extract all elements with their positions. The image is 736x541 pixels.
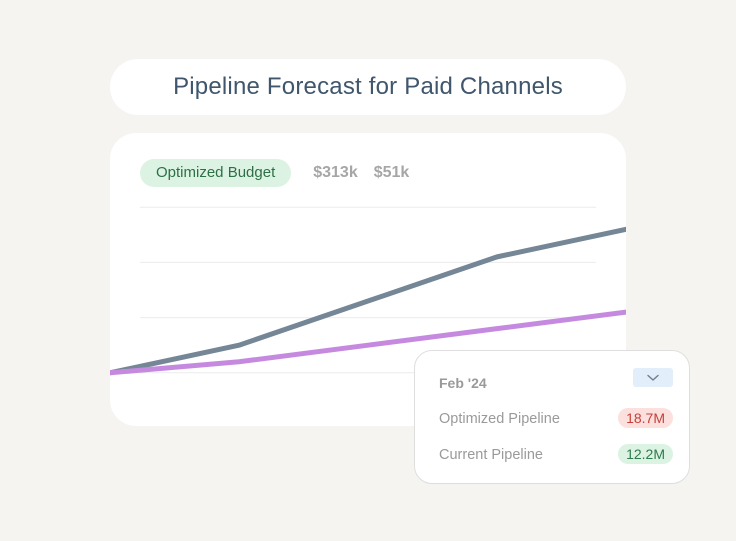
gridlines [140,206,596,374]
current-pipeline-label: Current Pipeline [439,447,543,463]
chart-title: Pipeline Forecast for Paid Channels [173,73,563,100]
chart-card: Optimized Budget $313k $51k [110,133,626,426]
series-lines [110,226,626,376]
tooltip-period: Feb '24 [439,375,487,391]
tab-value-51k[interactable]: $51k [373,164,410,181]
tab-optimized-budget[interactable]: Optimized Budget [140,159,292,187]
current-pipeline-line [110,309,626,376]
optimized-pipeline-badge: 18.7M [618,408,673,428]
tab-value-313k[interactable]: $313k [313,164,358,181]
optimized-pipeline-line [110,226,626,376]
budget-tabs: Optimized Budget $313k $51k [140,159,409,187]
period-dropdown-button[interactable] [633,368,673,387]
line-chart [110,206,626,376]
optimized-pipeline-label: Optimized Pipeline [439,411,560,427]
chevron-down-icon [647,374,659,381]
tooltip-card: Feb '24 Optimized Pipeline 18.7M Current… [414,350,690,484]
title-card: Pipeline Forecast for Paid Channels [110,59,626,115]
current-pipeline-badge: 12.2M [618,444,673,464]
